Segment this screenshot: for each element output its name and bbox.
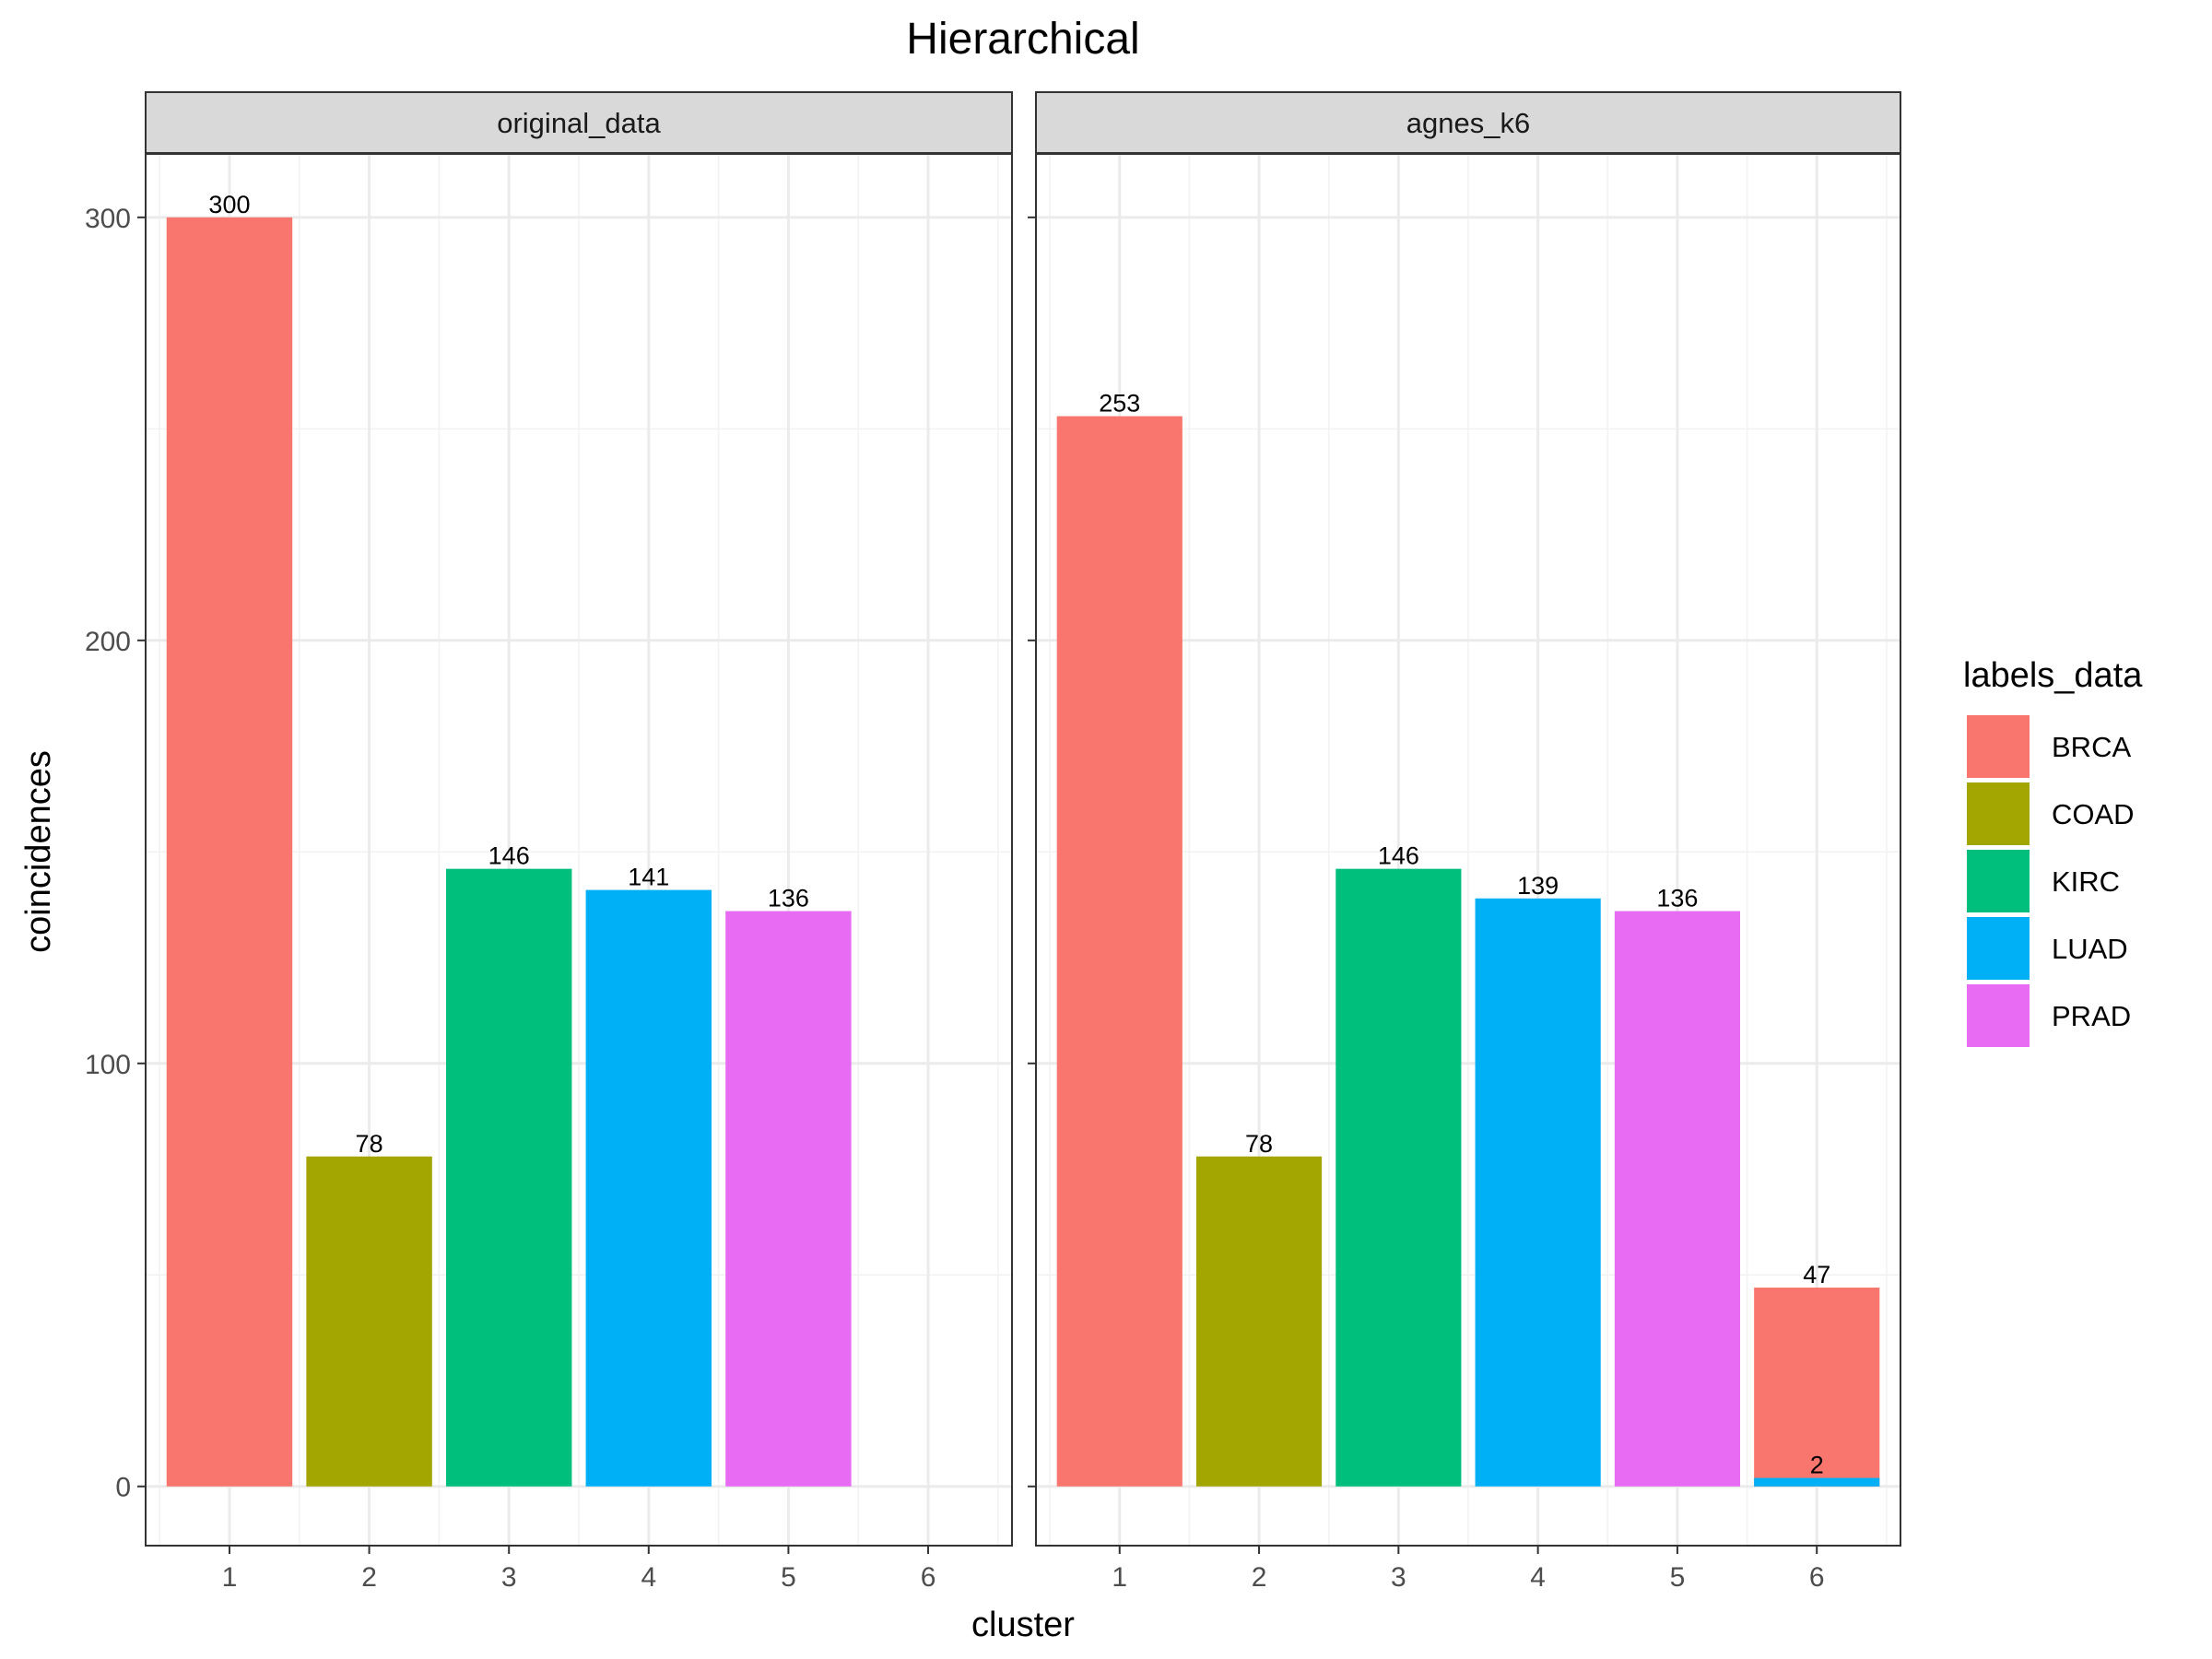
legend-item-coad: COAD [1967, 782, 2135, 845]
legend-label: BRCA [2052, 731, 2131, 763]
bar-agnes_k6-cluster6-brca [1754, 1288, 1880, 1487]
facet-strip [1035, 91, 1901, 154]
x-tick-label: 5 [1670, 1562, 1686, 1593]
data-label: 136 [1656, 885, 1698, 912]
legend-key [1967, 850, 2030, 912]
y-tick-label: 200 [85, 627, 131, 657]
chart-title: Hierarchical [906, 15, 1139, 64]
legend-key [1967, 715, 2030, 778]
data-label: 141 [628, 864, 669, 891]
bar-original_data-cluster2-coad [306, 1156, 432, 1487]
data-label: 47 [1803, 1261, 1830, 1288]
legend-label: PRAD [2052, 1000, 2131, 1032]
data-label: 139 [1517, 872, 1559, 900]
bar-agnes_k6-cluster3-kirc [1335, 868, 1462, 1487]
legend-item-brca: BRCA [1967, 715, 2131, 778]
data-label: 300 [208, 191, 250, 218]
data-label: 146 [488, 842, 530, 870]
legend-item-prad: PRAD [1967, 984, 2131, 1047]
bar-original_data-cluster5-prad [725, 911, 852, 1487]
y-tick-label: 300 [85, 204, 131, 234]
legend-label: KIRC [2052, 865, 2120, 898]
panel-original_data: 300 78 146 141 136 original_data 1 2 3 4 5 6 0 100 200… [85, 91, 1013, 1593]
x-tick-label: 6 [1809, 1562, 1825, 1593]
x-tick-label: 3 [501, 1562, 517, 1593]
y-tick-label: 0 [115, 1473, 131, 1503]
y-tick-label: 100 [85, 1050, 131, 1080]
x-tick-label: 4 [641, 1562, 656, 1593]
data-label: 78 [356, 1130, 383, 1158]
data-label: 136 [768, 885, 809, 912]
y-axis-label: coincidences [19, 750, 58, 953]
data-label: 146 [1378, 842, 1419, 870]
legend-label: COAD [2052, 798, 2135, 830]
data-label: 2 [1810, 1452, 1824, 1479]
facet-strip-label: original_data [497, 107, 661, 139]
x-tick-label: 1 [1112, 1562, 1127, 1593]
bar-agnes_k6-cluster6-luad [1754, 1477, 1880, 1487]
x-tick-label: 4 [1530, 1562, 1546, 1593]
bar-original_data-cluster4-luad [585, 889, 712, 1487]
x-tick-label: 5 [781, 1562, 796, 1593]
facet-strip-label: agnes_k6 [1406, 107, 1530, 139]
data-label: 253 [1099, 390, 1140, 418]
data-label: 78 [1245, 1130, 1273, 1158]
legend-label: LUAD [2052, 933, 2128, 965]
x-tick-label: 1 [222, 1562, 238, 1593]
bar-original_data-cluster1-brca [166, 217, 293, 1487]
legend-key [1967, 917, 2030, 980]
x-axis-label: cluster [971, 1606, 1075, 1644]
bar-agnes_k6-cluster4-luad [1475, 898, 1601, 1487]
x-tick-label: 6 [921, 1562, 936, 1593]
bar-agnes_k6-cluster1-brca [1056, 416, 1182, 1487]
legend-item-luad: LUAD [1967, 917, 2128, 980]
legend-item-kirc: KIRC [1967, 850, 2120, 912]
bar-agnes_k6-cluster2-coad [1195, 1156, 1323, 1487]
x-tick-label: 3 [1391, 1562, 1406, 1593]
panel-agnes_k6: 253 78 146 139 136 47 2 agnes_k6 1 2 3 4 5 6 [1028, 91, 1901, 1593]
legend-key [1967, 782, 2030, 845]
x-tick-label: 2 [1252, 1562, 1267, 1593]
bar-agnes_k6-cluster5-prad [1614, 911, 1741, 1487]
bar-original_data-cluster3-kirc [445, 868, 572, 1487]
facet-strip [145, 91, 1013, 154]
legend-title: labels_data [1963, 656, 2143, 695]
legend-key [1967, 984, 2030, 1047]
x-tick-label: 2 [361, 1562, 377, 1593]
legend: labels_data BRCA COAD KIRC LUAD PRAD [1963, 656, 2143, 1047]
